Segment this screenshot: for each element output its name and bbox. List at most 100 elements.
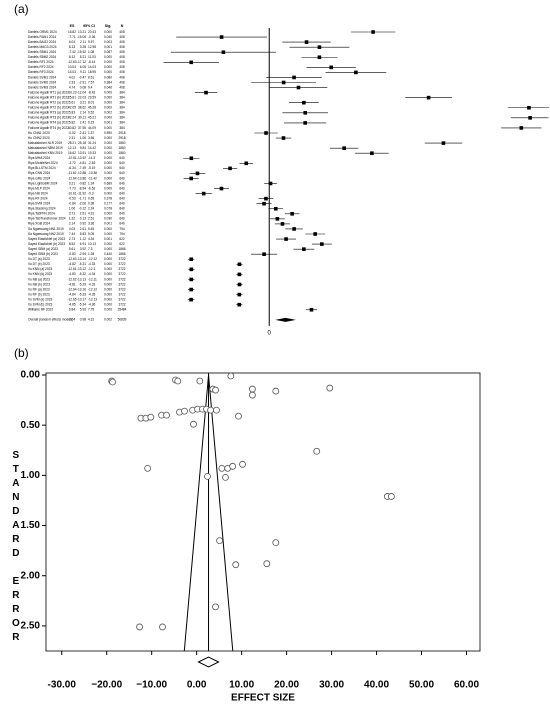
study-name: Daniels SBM2 2024 — [28, 55, 56, 59]
study-point — [229, 462, 237, 470]
ci-low-text: 0.98 — [80, 318, 86, 322]
n-text: 384 — [119, 101, 125, 105]
sig-text: 0.177 — [104, 202, 112, 206]
funnel-line — [183, 374, 210, 652]
sig-text: 0.001 — [104, 45, 112, 49]
x-tick-label: 20.00 — [274, 680, 299, 691]
effect-marker — [309, 307, 314, 312]
study-name: Riya NB 2024 — [28, 191, 48, 195]
study-name: Daniels SVM2 2024 — [28, 80, 56, 84]
study-name: Sayed GBM (b) 2023 — [28, 252, 58, 256]
n-text: 2918 — [118, 136, 125, 140]
ci-low-text: -0.47 — [79, 75, 86, 79]
study-name: Vu NB (b) 2023 — [28, 282, 50, 286]
sig-text: 0.000 — [104, 232, 112, 236]
ci-high-text: 1.08 — [88, 50, 94, 54]
sig-text: 0.000 — [104, 303, 112, 307]
ci-low-text: 37.55 — [78, 126, 86, 130]
ci-high-text: 20.43 — [88, 30, 96, 34]
effect-marker — [189, 277, 194, 282]
study-name: Mahalakshmi NLR 2019 — [28, 141, 62, 145]
effect-marker — [195, 171, 200, 176]
es-text: 4.02 — [69, 75, 75, 79]
ci-low-text: 5.93 — [80, 308, 86, 312]
ci-low-text: -5.31 — [79, 262, 86, 266]
study-point — [147, 413, 155, 421]
n-text: 384 — [119, 95, 125, 99]
effect-marker — [204, 90, 208, 95]
ci-low-text: 6.05 — [80, 65, 86, 69]
es-text: -0.52 — [68, 131, 75, 135]
ci-high-text: 4.34 — [88, 237, 94, 241]
n-text: 640 — [119, 171, 125, 175]
ci-high-text: 7.3 — [88, 247, 93, 251]
n-text: 1860 — [118, 146, 125, 150]
ci-high-text: 45.28 — [88, 106, 96, 110]
ci-low-text: 38.62 — [78, 106, 86, 110]
ci-low-text: -2.94 — [79, 252, 86, 256]
ci-high-text: 10.13 — [88, 242, 96, 246]
effect-marker — [189, 176, 193, 181]
study-name: Vu NB (a) 2023 — [28, 277, 50, 281]
es-text: -3.72 — [68, 161, 75, 165]
sig-text: 0.000 — [104, 297, 112, 301]
ci-low-text: 5.83 — [80, 232, 86, 236]
ci-high-text: 9.97 — [88, 40, 94, 44]
sig-text: 0.000 — [104, 55, 112, 59]
effect-marker — [189, 267, 194, 272]
effect-marker — [273, 206, 278, 211]
es-text: -7.42 — [68, 50, 75, 54]
y-tick-label: 2.50 — [21, 621, 41, 632]
es-text: 4.74 — [69, 85, 75, 89]
es-text: 1.06 — [69, 207, 75, 211]
effect-marker — [528, 116, 532, 120]
study-name: Daniels SBM1 2024 — [28, 50, 56, 54]
study-point — [263, 560, 271, 568]
y-tick-label: 0.00 — [21, 370, 41, 381]
column-header: 95% CI — [83, 24, 95, 28]
sig-text: 0.000 — [104, 106, 112, 110]
sig-text: 0.000 — [104, 126, 112, 130]
study-name: Vu SVM (b) 2023 — [28, 303, 53, 307]
study-name: Vu SVM (a) 2023 — [28, 297, 53, 301]
sig-text: 0.000 — [104, 308, 112, 312]
sig-text: 0.000 — [104, 186, 112, 190]
study-name: Falcone Agadir RT4 (b) 2022 — [28, 126, 69, 130]
study-point — [272, 387, 280, 395]
study-name: Falcone Agadir RT1 (a) 2022 — [28, 90, 69, 94]
n-text: 384 — [119, 116, 125, 120]
sig-text: 0.040 — [104, 35, 112, 39]
effect-marker — [237, 282, 242, 287]
study-name: Sa Ngamuang NN1 2019 — [28, 227, 64, 231]
es-text: -10.61 — [67, 191, 76, 195]
sig-text: 0.000 — [104, 146, 112, 150]
study-name: Riya SVM 2024 — [28, 202, 50, 206]
ci-high-text: -11.42 — [88, 176, 97, 180]
study-point — [249, 391, 256, 399]
panel-label: (a) — [14, 2, 29, 16]
ci-low-text: 6.91 — [80, 242, 86, 246]
x-tick-label: 30.00 — [319, 680, 344, 691]
es-text: 2.33 — [69, 80, 75, 84]
sig-text: 0.000 — [104, 151, 112, 155]
es-text: 2.64 — [69, 318, 75, 322]
effect-marker — [281, 80, 286, 85]
funnel-line — [208, 374, 234, 652]
es-text: 2.73 — [69, 237, 75, 241]
y-axis-label: STANDARD ERROR — [10, 450, 21, 646]
n-text: 3722 — [118, 257, 125, 261]
effect-marker — [189, 287, 193, 292]
overall-diamond — [275, 317, 296, 322]
sig-text: 0.000 — [104, 292, 112, 296]
ci-high-text: 44.09 — [88, 126, 96, 130]
effect-marker — [219, 186, 224, 191]
effect-marker — [317, 45, 322, 49]
es-text: -4.82 — [68, 262, 75, 266]
ci-high-text: 2.51 — [88, 217, 94, 221]
n-text: 1860 — [118, 141, 125, 145]
ci-low-text: -13.86 — [77, 176, 86, 180]
column-header: N — [121, 24, 124, 28]
ci-high-text: -9.3 — [88, 191, 94, 195]
n-text: 3722 — [118, 272, 125, 276]
